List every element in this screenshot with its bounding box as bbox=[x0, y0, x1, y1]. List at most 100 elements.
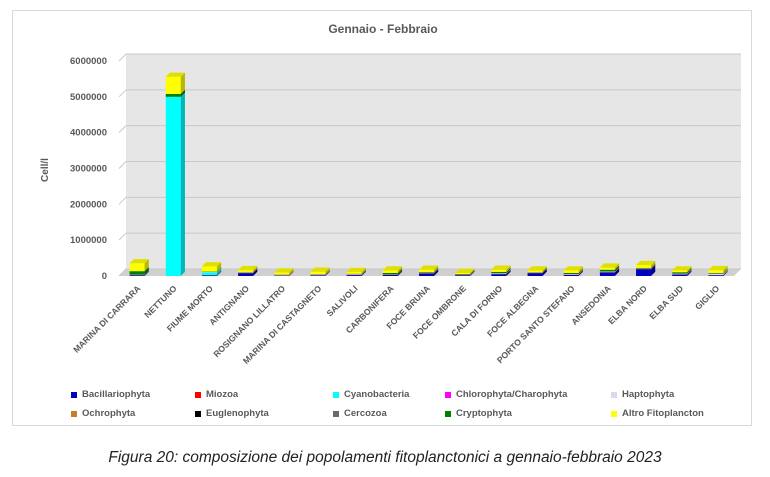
bar-segment bbox=[201, 275, 217, 276]
bar-top bbox=[129, 259, 149, 264]
bar-segment bbox=[672, 272, 688, 274]
bar-stack bbox=[238, 265, 258, 276]
x-tick-label: MARINA DI CASTAGNETO bbox=[241, 283, 324, 366]
bar-segment bbox=[346, 275, 362, 276]
bar-segment bbox=[201, 266, 217, 272]
legend-label: Miozoa bbox=[206, 389, 239, 400]
y-tick-label: 1000000 bbox=[70, 235, 107, 246]
legend-item: Euglenophyta bbox=[195, 408, 269, 419]
bar-segment bbox=[599, 267, 615, 270]
bar-segment-side bbox=[470, 271, 475, 276]
bar-segment-side bbox=[470, 269, 475, 275]
bars bbox=[129, 72, 728, 276]
bar-segment-side bbox=[578, 269, 583, 275]
bar-segment-side bbox=[687, 266, 692, 273]
bar-top bbox=[165, 72, 185, 77]
bar-segment bbox=[672, 270, 688, 273]
bar-segment bbox=[599, 272, 615, 276]
y-tick-label: 6000000 bbox=[70, 56, 107, 67]
legend-swatch bbox=[611, 391, 617, 398]
x-tick-label: MARINA DI CARRARA bbox=[71, 283, 142, 354]
gridline-side bbox=[118, 53, 127, 62]
bar-top bbox=[455, 268, 475, 273]
bar-segment-side bbox=[723, 271, 728, 276]
bar-segment-side bbox=[614, 265, 620, 272]
bar-top bbox=[419, 265, 439, 270]
bar-segment bbox=[129, 263, 145, 272]
bar-segment bbox=[346, 272, 362, 274]
legend-swatch bbox=[71, 410, 77, 417]
y-tick-label: 3000000 bbox=[70, 164, 107, 175]
chart-svg: Gennaio - Febbraio Cell/l 0 1000000 200000… bbox=[40, 22, 741, 366]
bar-segment bbox=[708, 270, 724, 273]
legend-swatch bbox=[71, 391, 77, 398]
bar-top bbox=[238, 265, 258, 271]
bar-segment bbox=[129, 271, 145, 275]
bar-segment-side bbox=[723, 269, 728, 276]
bar-segment bbox=[165, 76, 181, 94]
legend-swatch bbox=[611, 410, 617, 417]
bar-segment bbox=[310, 275, 326, 276]
x-tick-label: ELBA NORD bbox=[606, 283, 649, 326]
bar-top bbox=[636, 260, 656, 266]
bar-segment-side bbox=[180, 92, 185, 276]
bar-segment-side bbox=[506, 269, 511, 275]
bar-segment bbox=[491, 271, 507, 274]
bar-segment bbox=[238, 273, 254, 276]
bar-segment bbox=[165, 93, 181, 97]
bar-segment bbox=[165, 96, 181, 276]
bar-segment-side bbox=[614, 268, 620, 276]
bar-segment bbox=[563, 270, 579, 273]
bar-stack bbox=[346, 267, 366, 276]
bar-segment-side bbox=[325, 267, 330, 275]
bar-segment-side bbox=[361, 267, 366, 274]
legend-item: Chlorophyta/Charophyta bbox=[445, 389, 567, 400]
bar-segment-side bbox=[289, 270, 294, 276]
bar-stack bbox=[382, 266, 403, 276]
bar-stack bbox=[274, 268, 294, 276]
gridline-side bbox=[118, 89, 127, 98]
bar-segment-side bbox=[723, 268, 728, 274]
y-tick-labels: 0 1000000 2000000 3000000 4000000 5000000 6000… bbox=[70, 56, 107, 282]
bar-top bbox=[672, 266, 692, 271]
bar-segment-side bbox=[687, 270, 692, 276]
legend-item: Miozoa bbox=[195, 389, 238, 400]
bar-segment-side bbox=[614, 267, 620, 273]
bar-segment bbox=[491, 274, 507, 276]
bar-segment-side bbox=[144, 271, 149, 276]
gridline-side bbox=[118, 196, 127, 205]
bar-segment bbox=[708, 272, 724, 274]
plot-back-wall bbox=[119, 54, 741, 276]
bar-segment bbox=[455, 273, 471, 275]
legend: Bacillariophyta Miozoa Cyanobacteria Chloro… bbox=[71, 389, 751, 429]
bar-stack bbox=[563, 266, 583, 276]
bar-stack bbox=[129, 259, 149, 276]
bar-segment bbox=[274, 274, 290, 276]
bar-segment bbox=[346, 274, 362, 275]
bar-segment-side bbox=[687, 268, 692, 274]
bar-segment bbox=[419, 272, 434, 273]
bar-top bbox=[563, 266, 583, 271]
legend-label: Ochrophyta bbox=[82, 408, 136, 419]
bar-segment bbox=[491, 269, 507, 272]
bar-top bbox=[274, 268, 294, 273]
bar-segment bbox=[599, 271, 615, 273]
legend-label: Haptophyta bbox=[622, 389, 675, 400]
bar-segment-side bbox=[144, 259, 149, 272]
bar-segment bbox=[201, 272, 217, 276]
bar-segment bbox=[708, 273, 724, 276]
legend-label: Euglenophyta bbox=[206, 408, 269, 419]
legend-item: Haptophyta bbox=[611, 389, 674, 400]
legend-item: Cryptophyta bbox=[445, 408, 512, 419]
legend-swatch bbox=[195, 391, 201, 398]
bar-segment-side bbox=[253, 268, 258, 276]
bar-segment bbox=[310, 271, 326, 275]
bar-top bbox=[491, 265, 511, 270]
bar-segment-side bbox=[397, 266, 403, 273]
bar-segment bbox=[708, 275, 724, 276]
legend-label: Chlorophyta/Charophyta bbox=[456, 389, 568, 400]
bar-segment-side bbox=[434, 269, 439, 276]
bar-segment bbox=[636, 265, 652, 268]
bar-segment bbox=[527, 270, 543, 273]
